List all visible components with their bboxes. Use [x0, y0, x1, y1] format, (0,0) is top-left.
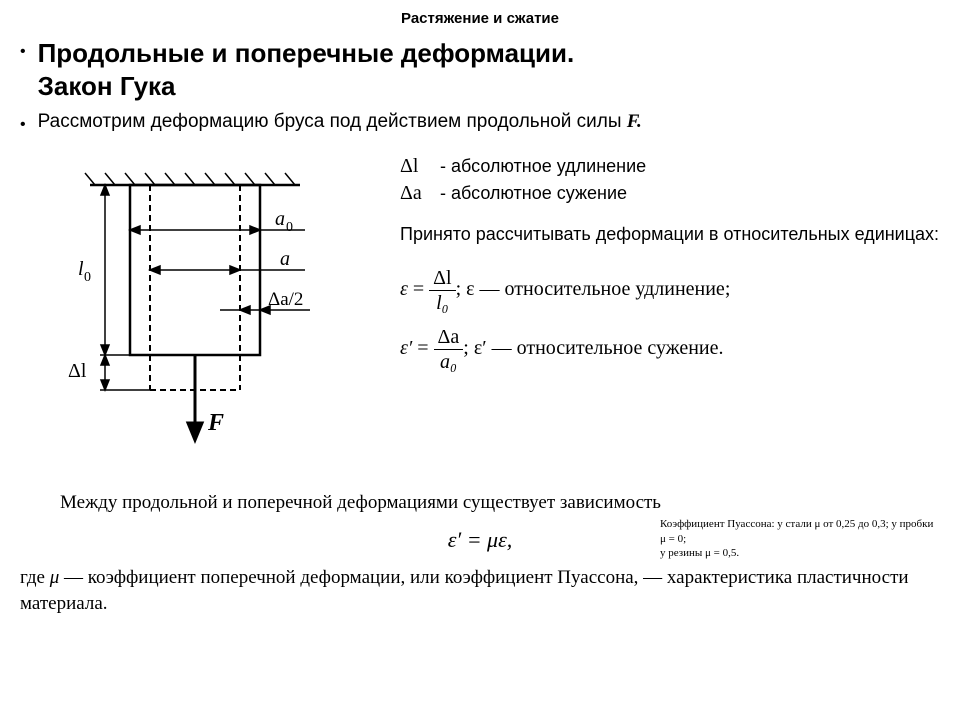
heading-line1: Продольные и поперечные деформации.: [38, 38, 575, 68]
label-a0: a: [275, 208, 285, 230]
content-row: l 0 Δl a 0: [20, 155, 940, 460]
bullet-icon: •: [20, 43, 26, 61]
intro-text: Рассмотрим деформацию бруса под действие…: [38, 110, 642, 135]
svg-text:0: 0: [84, 270, 91, 285]
formula-eps-prime: ε′ = Δa a₀ ; ε′ — относительное сужение.: [400, 325, 940, 374]
bullet-icon: •: [20, 116, 26, 134]
bottom-p1: Между продольной и поперечной деформация…: [20, 490, 940, 516]
legend-dl: Δl - абсолютное удлинение: [400, 155, 940, 178]
label-a: a: [280, 248, 290, 270]
svg-text:0: 0: [286, 220, 293, 235]
diagram: l 0 Δl a 0: [20, 155, 380, 460]
right-column: Δl - абсолютное удлинение Δa - абсолютно…: [380, 155, 940, 460]
label-F: F: [207, 410, 224, 436]
poisson-equation: ε′ = με, Коэффициент Пуассона: у стали μ…: [20, 525, 940, 555]
formula-eps: ε = Δl l₀ ; ε — относительное удлинение;: [400, 266, 940, 315]
poisson-note: Коэффициент Пуассона: у стали μ от 0,25 …: [660, 517, 940, 560]
heading-line2: Закон Гука: [38, 71, 176, 101]
main-heading: Продольные и поперечные деформации. Зако…: [38, 37, 575, 102]
heading-row: • Продольные и поперечные деформации. За…: [20, 37, 940, 102]
bottom-paragraphs: Между продольной и поперечной деформация…: [20, 490, 940, 617]
label-da2: Δa/2: [268, 289, 303, 310]
intro-row: • Рассмотрим деформацию бруса под действ…: [20, 110, 940, 135]
note: Принято рассчитывать деформации в относи…: [400, 223, 940, 246]
label-dl: Δl: [68, 360, 87, 382]
legend-da: Δa - абсолютное сужение: [400, 182, 940, 205]
bottom-p2: где μ — коэффициент поперечной деформаци…: [20, 565, 940, 616]
page-header: Растяжение и сжатие: [20, 10, 940, 27]
